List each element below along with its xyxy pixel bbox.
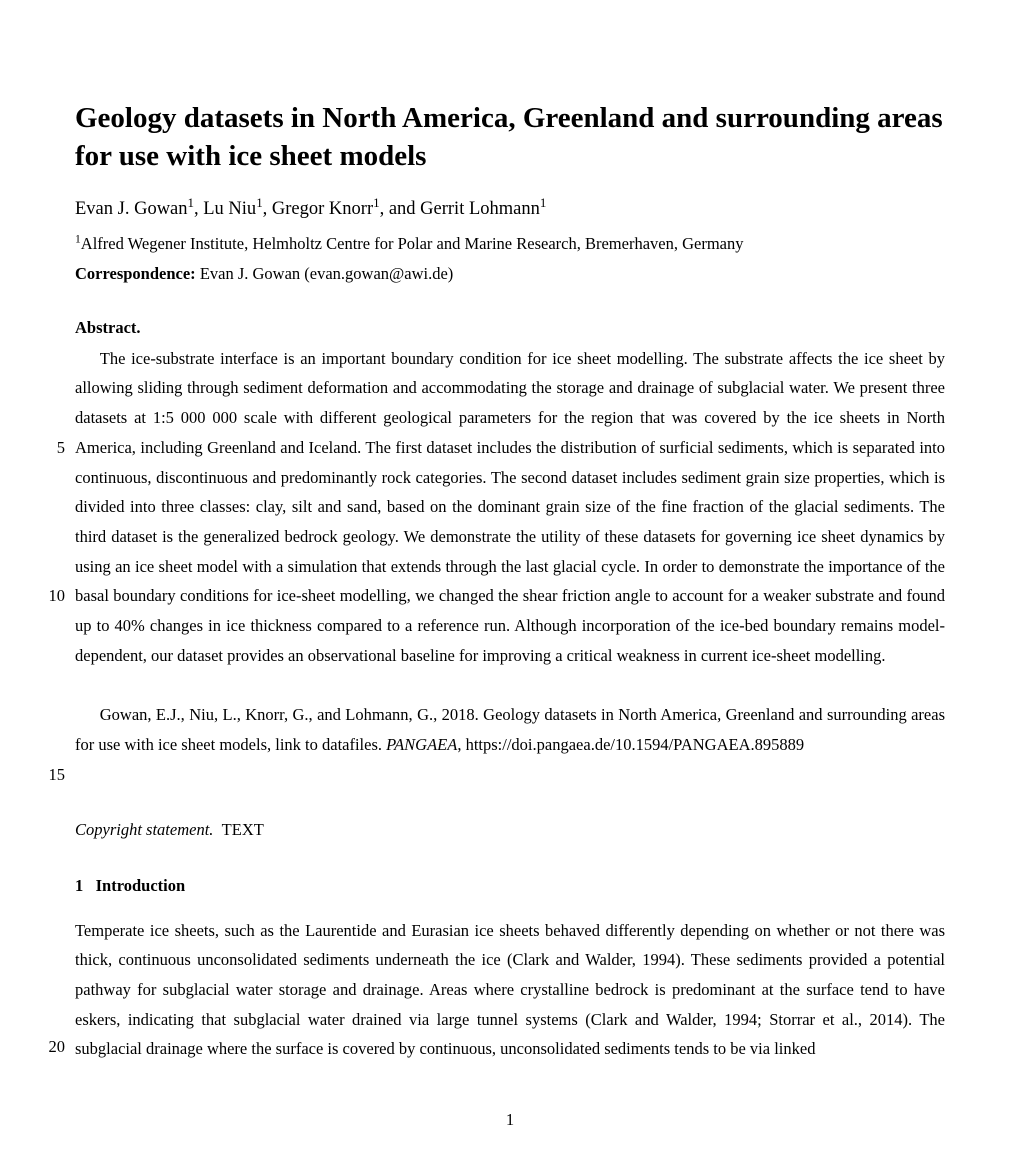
line-number: 10 [49,581,66,611]
section-heading: 1 Introduction [75,876,945,896]
correspondence-line: Correspondence: Evan J. Gowan (evan.gowa… [75,261,945,287]
section-title: Introduction [96,876,186,895]
copyright-label: Copyright statement. [75,820,213,839]
paper-title: Geology datasets in North America, Green… [75,100,945,175]
citation-paragraph: Gowan, E.J., Niu, L., Knorr, G., and Loh… [75,700,945,759]
introduction-paragraph: Temperate ice sheets, such as the Lauren… [75,916,945,1064]
copyright-text: TEXT [222,820,264,839]
copyright-statement: Copyright statement. TEXT [75,820,945,840]
line-number: 20 [49,1032,66,1062]
section-number: 1 [75,876,83,895]
correspondence-label: Correspondence: [75,264,196,283]
body-area: 5 10 15 20 Abstract. The ice-substrate i… [75,318,945,1064]
abstract-text: The ice-substrate interface is an import… [75,344,945,671]
page-number: 1 [0,1110,1020,1130]
line-number: 5 [57,433,65,463]
line-number: 15 [49,760,66,790]
abstract-label: Abstract. [75,318,945,338]
authors-line: Evan J. Gowan1, Lu Niu1, Gregor Knorr1, … [75,195,945,225]
affiliation-line: 1Alfred Wegener Institute, Helmholtz Cen… [75,231,945,257]
correspondence-text: Evan J. Gowan (evan.gowan@awi.de) [196,264,454,283]
